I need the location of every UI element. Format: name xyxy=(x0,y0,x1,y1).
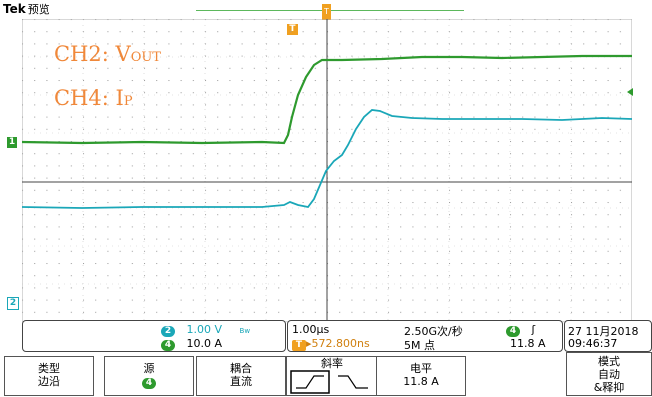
softkey-mode[interactable]: 模式 自动 &释抑 xyxy=(566,352,652,396)
ch2-offset-marker[interactable]: 2 xyxy=(7,297,19,310)
coupling-value: 直流 xyxy=(230,375,252,388)
sample-rate: 2.50G次/秒 xyxy=(404,325,463,338)
source-label: 源 xyxy=(143,362,155,375)
ch2-ground-marker[interactable]: 1 xyxy=(7,137,17,148)
mode-value-holdoff: &释抑 xyxy=(593,381,625,394)
slope-label: 斜率 xyxy=(321,357,343,370)
trigger-offset-badge: T xyxy=(292,340,306,351)
ch2-signal-label: CH2: VOUT xyxy=(54,42,161,66)
mode-label: 预览 xyxy=(27,3,50,16)
ch2-scale: 1.00 V xyxy=(186,323,223,336)
ch4-signal-label: CH4: IP xyxy=(54,86,133,110)
bandwidth-limit-icon: Bw xyxy=(239,327,251,335)
trigger-level-arrow-icon xyxy=(627,88,633,96)
date-text: 27 11月2018 xyxy=(568,325,639,338)
source-badge: 4 xyxy=(142,378,156,389)
trigger-source-badge: 4 xyxy=(506,326,520,337)
ch4-label-subscript: P xyxy=(123,94,133,109)
trigger-position-marker[interactable]: T xyxy=(322,4,331,20)
ch2-label-prefix: CH2: xyxy=(54,42,109,66)
channel-readout[interactable]: 2 1.00 V Bw 4 10.0 A xyxy=(22,320,286,352)
mode-value-auto: 自动 xyxy=(598,368,620,381)
level-value: 11.8 A xyxy=(403,375,439,388)
type-label: 类型 xyxy=(38,362,60,375)
rising-edge-icon xyxy=(296,375,324,389)
ch4-trace xyxy=(22,109,632,209)
type-value: 边沿 xyxy=(38,375,60,388)
ch2-label-subscript: OUT xyxy=(130,50,161,65)
ch4-label-prefix: CH4: xyxy=(54,86,109,110)
record-length: 5M 点 xyxy=(404,339,435,352)
ch2-trace xyxy=(22,54,632,145)
ch2-label-symbol: V xyxy=(115,42,131,66)
softkey-level[interactable]: 电平 11.8 A xyxy=(376,356,466,396)
falling-edge-icon[interactable] xyxy=(338,375,368,389)
coupling-label: 耦合 xyxy=(230,362,252,375)
ch2-badge: 2 xyxy=(161,326,175,337)
trigger-offset-value: ▸572.800ns xyxy=(306,337,370,350)
timebase-value: 1.00µs xyxy=(292,323,330,336)
trigger-level-value: 11.8 A xyxy=(510,337,546,350)
slope-icons xyxy=(290,370,368,394)
datetime-readout: 27 11月2018 09:46:37 xyxy=(564,320,652,352)
major-grid xyxy=(22,19,632,322)
softkey-coupling[interactable]: 耦合 直流 xyxy=(196,356,286,396)
level-label: 电平 xyxy=(410,362,432,375)
brand-name: Tek xyxy=(3,2,26,16)
softkey-slope[interactable]: 斜率 xyxy=(286,356,378,396)
waveform-graticule xyxy=(22,19,632,322)
ch4-scale: 10.0 A xyxy=(186,337,223,350)
trigger-slope-icon: ʃ xyxy=(531,323,536,336)
ch4-badge: 4 xyxy=(161,340,175,351)
softkey-source[interactable]: 源 4 xyxy=(104,356,194,396)
softkey-type[interactable]: 类型 边沿 xyxy=(4,356,94,396)
ch4-label-symbol: I xyxy=(115,86,124,110)
timebase-readout[interactable]: 1.00µs T ▸572.800ns 2.50G次/秒 5M 点 4 ʃ 11.… xyxy=(287,320,563,352)
trigger-offset: T ▸572.800ns xyxy=(292,337,370,351)
time-text: 09:46:37 xyxy=(568,337,618,350)
brand-label: Tek 预览 xyxy=(3,1,50,17)
mode-label: 模式 xyxy=(598,355,620,368)
